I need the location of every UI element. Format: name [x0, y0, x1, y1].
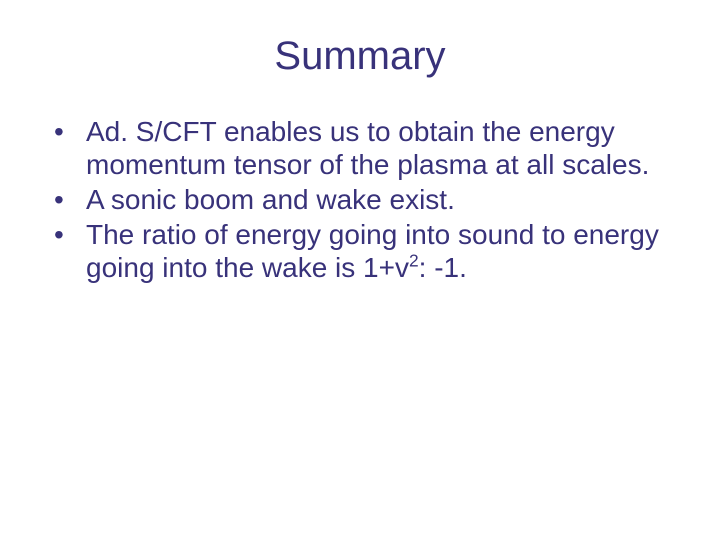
bullet-text-sup: 2: [409, 251, 419, 271]
bullet-text: Ad. S/CFT enables us to obtain the energ…: [86, 116, 649, 180]
bullet-item: Ad. S/CFT enables us to obtain the energ…: [52, 115, 680, 181]
bullet-text-post: : -1.: [419, 252, 467, 283]
slide-title: Summary: [40, 34, 680, 79]
bullet-text-pre: The ratio of energy going into sound to …: [86, 219, 659, 283]
bullet-text: A sonic boom and wake exist.: [86, 184, 455, 215]
slide: Summary Ad. S/CFT enables us to obtain t…: [0, 0, 720, 540]
bullet-item: The ratio of energy going into sound to …: [52, 218, 680, 284]
bullet-list: Ad. S/CFT enables us to obtain the energ…: [40, 115, 680, 284]
bullet-item: A sonic boom and wake exist.: [52, 183, 680, 216]
